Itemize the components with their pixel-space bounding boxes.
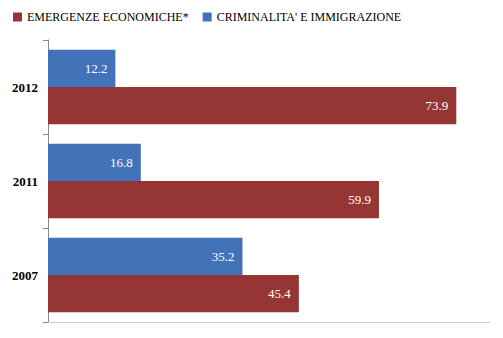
svg-text:CRIMINALITA' E IMMIGRAZIONE: CRIMINALITA' E IMMIGRAZIONE bbox=[217, 10, 402, 24]
svg-text:EMERGENZE ECONOMICHE*: EMERGENZE ECONOMICHE* bbox=[27, 10, 189, 24]
svg-text:2007: 2007 bbox=[12, 268, 39, 283]
svg-text:35.2: 35.2 bbox=[212, 249, 235, 264]
svg-text:12.2: 12.2 bbox=[85, 61, 108, 76]
svg-text:2011: 2011 bbox=[13, 174, 38, 189]
svg-text:73.9: 73.9 bbox=[426, 98, 449, 113]
svg-text:2012: 2012 bbox=[12, 80, 38, 95]
svg-text:59.9: 59.9 bbox=[348, 192, 371, 207]
svg-text:45.4: 45.4 bbox=[268, 286, 291, 301]
svg-text:16.8: 16.8 bbox=[110, 155, 133, 170]
